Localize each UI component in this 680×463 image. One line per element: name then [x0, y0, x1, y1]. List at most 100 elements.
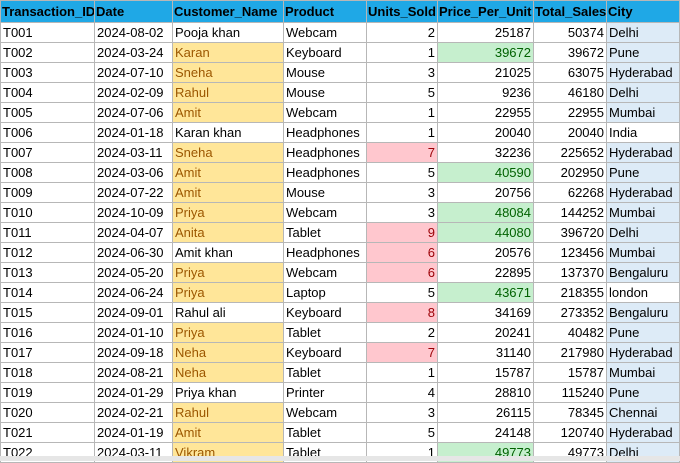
- cell-customer-name[interactable]: Priya: [172, 282, 284, 303]
- cell-transaction-id[interactable]: T013: [0, 262, 95, 283]
- cell-total-sales[interactable]: 78345: [533, 402, 607, 423]
- cell-product[interactable]: Webcam: [283, 22, 367, 43]
- cell-product[interactable]: Headphones: [283, 162, 367, 183]
- cell-transaction-id[interactable]: T017: [0, 342, 95, 363]
- header-units-sold[interactable]: Units_Sold: [366, 0, 438, 23]
- cell-city[interactable]: Mumbai: [606, 202, 680, 223]
- cell-total-sales[interactable]: 115240: [533, 382, 607, 403]
- cell-price-per-unit[interactable]: 20040: [437, 122, 534, 143]
- cell-total-sales[interactable]: 22955: [533, 102, 607, 123]
- cell-price-per-unit[interactable]: 22895: [437, 262, 534, 283]
- cell-city[interactable]: Mumbai: [606, 102, 680, 123]
- cell-date[interactable]: 2024-03-24: [94, 42, 173, 63]
- cell-units-sold[interactable]: 5: [366, 282, 438, 303]
- cell-date[interactable]: 2024-01-10: [94, 322, 173, 343]
- header-price-per-unit[interactable]: Price_Per_Unit: [437, 0, 534, 23]
- cell-price-per-unit[interactable]: 25187: [437, 22, 534, 43]
- cell-city[interactable]: Delhi: [606, 22, 680, 43]
- cell-city[interactable]: london: [606, 282, 680, 303]
- header-total-sales[interactable]: Total_Sales: [533, 0, 607, 23]
- cell-date[interactable]: 2024-09-01: [94, 302, 173, 323]
- cell-date[interactable]: 2024-06-30: [94, 242, 173, 263]
- cell-product[interactable]: Laptop: [283, 282, 367, 303]
- cell-date[interactable]: 2024-02-21: [94, 402, 173, 423]
- cell-transaction-id[interactable]: T011: [0, 222, 95, 243]
- cell-product[interactable]: Webcam: [283, 202, 367, 223]
- cell-date[interactable]: 2024-03-11: [94, 142, 173, 163]
- cell-customer-name[interactable]: Amit khan: [172, 242, 284, 263]
- cell-price-per-unit[interactable]: 39672: [437, 42, 534, 63]
- cell-price-per-unit[interactable]: 34169: [437, 302, 534, 323]
- header-date[interactable]: Date: [94, 0, 173, 23]
- cell-units-sold[interactable]: 6: [366, 262, 438, 283]
- cell-customer-name[interactable]: Priya: [172, 202, 284, 223]
- cell-transaction-id[interactable]: T020: [0, 402, 95, 423]
- cell-customer-name[interactable]: Karan: [172, 42, 284, 63]
- cell-total-sales[interactable]: 50374: [533, 22, 607, 43]
- cell-customer-name[interactable]: Karan khan: [172, 122, 284, 143]
- cell-city[interactable]: India: [606, 122, 680, 143]
- cell-product[interactable]: Webcam: [283, 102, 367, 123]
- cell-total-sales[interactable]: 15787: [533, 362, 607, 383]
- cell-product[interactable]: Mouse: [283, 82, 367, 103]
- cell-date[interactable]: 2024-01-18: [94, 122, 173, 143]
- cell-city[interactable]: Hyderabad: [606, 342, 680, 363]
- cell-transaction-id[interactable]: T015: [0, 302, 95, 323]
- cell-date[interactable]: 2024-06-24: [94, 282, 173, 303]
- cell-date[interactable]: 2024-01-19: [94, 422, 173, 443]
- cell-price-per-unit[interactable]: 24148: [437, 422, 534, 443]
- cell-total-sales[interactable]: 396720: [533, 222, 607, 243]
- cell-price-per-unit[interactable]: 9236: [437, 82, 534, 103]
- cell-product[interactable]: Headphones: [283, 142, 367, 163]
- header-city[interactable]: City: [606, 0, 680, 23]
- cell-product[interactable]: Webcam: [283, 262, 367, 283]
- cell-product[interactable]: Headphones: [283, 242, 367, 263]
- cell-units-sold[interactable]: 7: [366, 142, 438, 163]
- cell-total-sales[interactable]: 202950: [533, 162, 607, 183]
- cell-price-per-unit[interactable]: 32236: [437, 142, 534, 163]
- cell-units-sold[interactable]: 1: [366, 362, 438, 383]
- cell-price-per-unit[interactable]: 28810: [437, 382, 534, 403]
- cell-product[interactable]: Keyboard: [283, 42, 367, 63]
- cell-transaction-id[interactable]: T012: [0, 242, 95, 263]
- cell-units-sold[interactable]: 1: [366, 42, 438, 63]
- cell-total-sales[interactable]: 225652: [533, 142, 607, 163]
- header-transaction-id[interactable]: Transaction_ID: [0, 0, 95, 23]
- cell-transaction-id[interactable]: T006: [0, 122, 95, 143]
- cell-customer-name[interactable]: Amit: [172, 182, 284, 203]
- cell-customer-name[interactable]: Rahul: [172, 402, 284, 423]
- cell-units-sold[interactable]: 7: [366, 342, 438, 363]
- cell-product[interactable]: Webcam: [283, 402, 367, 423]
- cell-date[interactable]: 2024-08-02: [94, 22, 173, 43]
- cell-units-sold[interactable]: 4: [366, 382, 438, 403]
- cell-city[interactable]: Hyderabad: [606, 422, 680, 443]
- cell-customer-name[interactable]: Rahul ali: [172, 302, 284, 323]
- cell-price-per-unit[interactable]: 22955: [437, 102, 534, 123]
- cell-total-sales[interactable]: 46180: [533, 82, 607, 103]
- cell-price-per-unit[interactable]: 15787: [437, 362, 534, 383]
- cell-customer-name[interactable]: Priya: [172, 322, 284, 343]
- cell-units-sold[interactable]: 5: [366, 82, 438, 103]
- cell-city[interactable]: Hyderabad: [606, 182, 680, 203]
- cell-transaction-id[interactable]: T016: [0, 322, 95, 343]
- cell-product[interactable]: Tablet: [283, 322, 367, 343]
- cell-units-sold[interactable]: 2: [366, 22, 438, 43]
- cell-price-per-unit[interactable]: 21025: [437, 62, 534, 83]
- cell-total-sales[interactable]: 218355: [533, 282, 607, 303]
- cell-date[interactable]: 2024-09-18: [94, 342, 173, 363]
- cell-date[interactable]: 2024-08-21: [94, 362, 173, 383]
- cell-product[interactable]: Headphones: [283, 122, 367, 143]
- cell-customer-name[interactable]: Priya khan: [172, 382, 284, 403]
- cell-date[interactable]: 2024-07-06: [94, 102, 173, 123]
- cell-price-per-unit[interactable]: 43671: [437, 282, 534, 303]
- cell-price-per-unit[interactable]: 20576: [437, 242, 534, 263]
- cell-product[interactable]: Printer: [283, 382, 367, 403]
- cell-city[interactable]: Pune: [606, 382, 680, 403]
- cell-units-sold[interactable]: 6: [366, 242, 438, 263]
- cell-total-sales[interactable]: 39672: [533, 42, 607, 63]
- cell-customer-name[interactable]: Pooja khan: [172, 22, 284, 43]
- cell-units-sold[interactable]: 5: [366, 162, 438, 183]
- cell-price-per-unit[interactable]: 48084: [437, 202, 534, 223]
- cell-date[interactable]: 2024-07-22: [94, 182, 173, 203]
- cell-product[interactable]: Tablet: [283, 422, 367, 443]
